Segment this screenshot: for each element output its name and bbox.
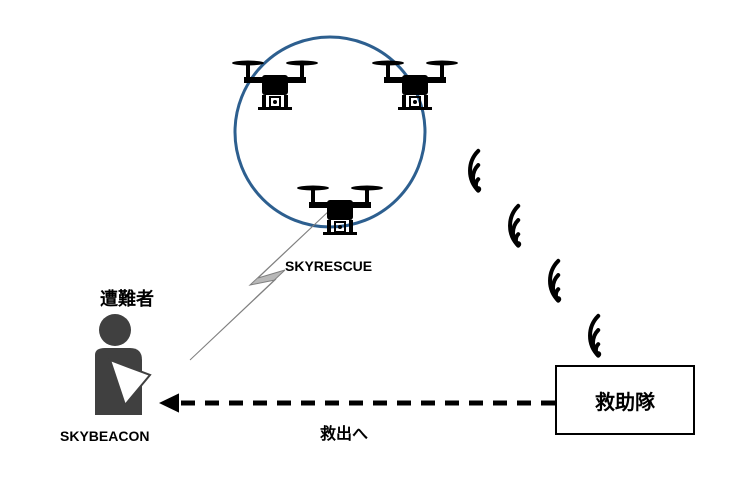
- victim-icon: [80, 310, 180, 425]
- skyrescue-label: SKYRESCUE: [285, 258, 372, 274]
- to-rescue-label: 救出へ: [320, 420, 368, 444]
- skybeacon-label: SKYBEACON: [60, 428, 149, 444]
- drone-icon: [230, 55, 320, 130]
- rescue-team-box: 救助隊: [555, 365, 695, 435]
- rescue-team-label: 救助隊: [595, 386, 655, 415]
- victim-label: 遭難者: [100, 285, 154, 311]
- drone-icon: [370, 55, 460, 130]
- drone-icon: [295, 180, 385, 255]
